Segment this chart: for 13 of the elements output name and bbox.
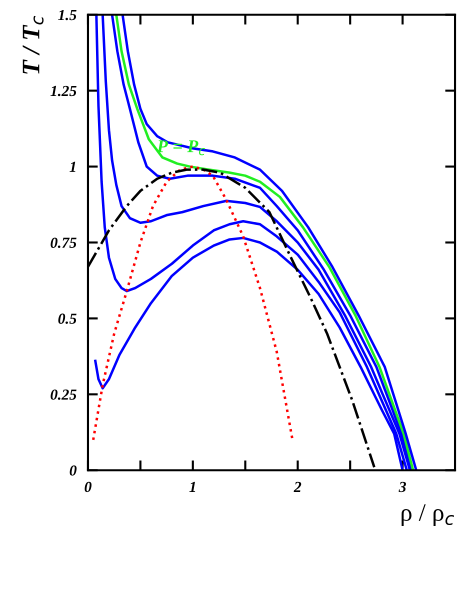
y-tick-label: 0 — [70, 465, 77, 476]
y-tick-label: 1 — [70, 162, 76, 172]
x-tick-label: 1 — [189, 482, 196, 492]
y-tick-label: 0.5 — [58, 314, 76, 324]
y-tick-label: 1.25 — [50, 86, 76, 96]
y-tick-label: 1.5 — [58, 10, 76, 20]
x-axis-title: ρ / ρ$_{c}$ — [402, 504, 454, 526]
y-tick-label: 0.75 — [50, 238, 76, 248]
x-tick-label: 0 — [84, 482, 92, 492]
y-axis-title: T / T$_{c}$ — [22, 16, 44, 74]
y-tick-label: 0.25 — [50, 389, 76, 400]
x-tick-label: 2 — [294, 482, 302, 492]
x-tick-label: 3 — [398, 482, 406, 492]
